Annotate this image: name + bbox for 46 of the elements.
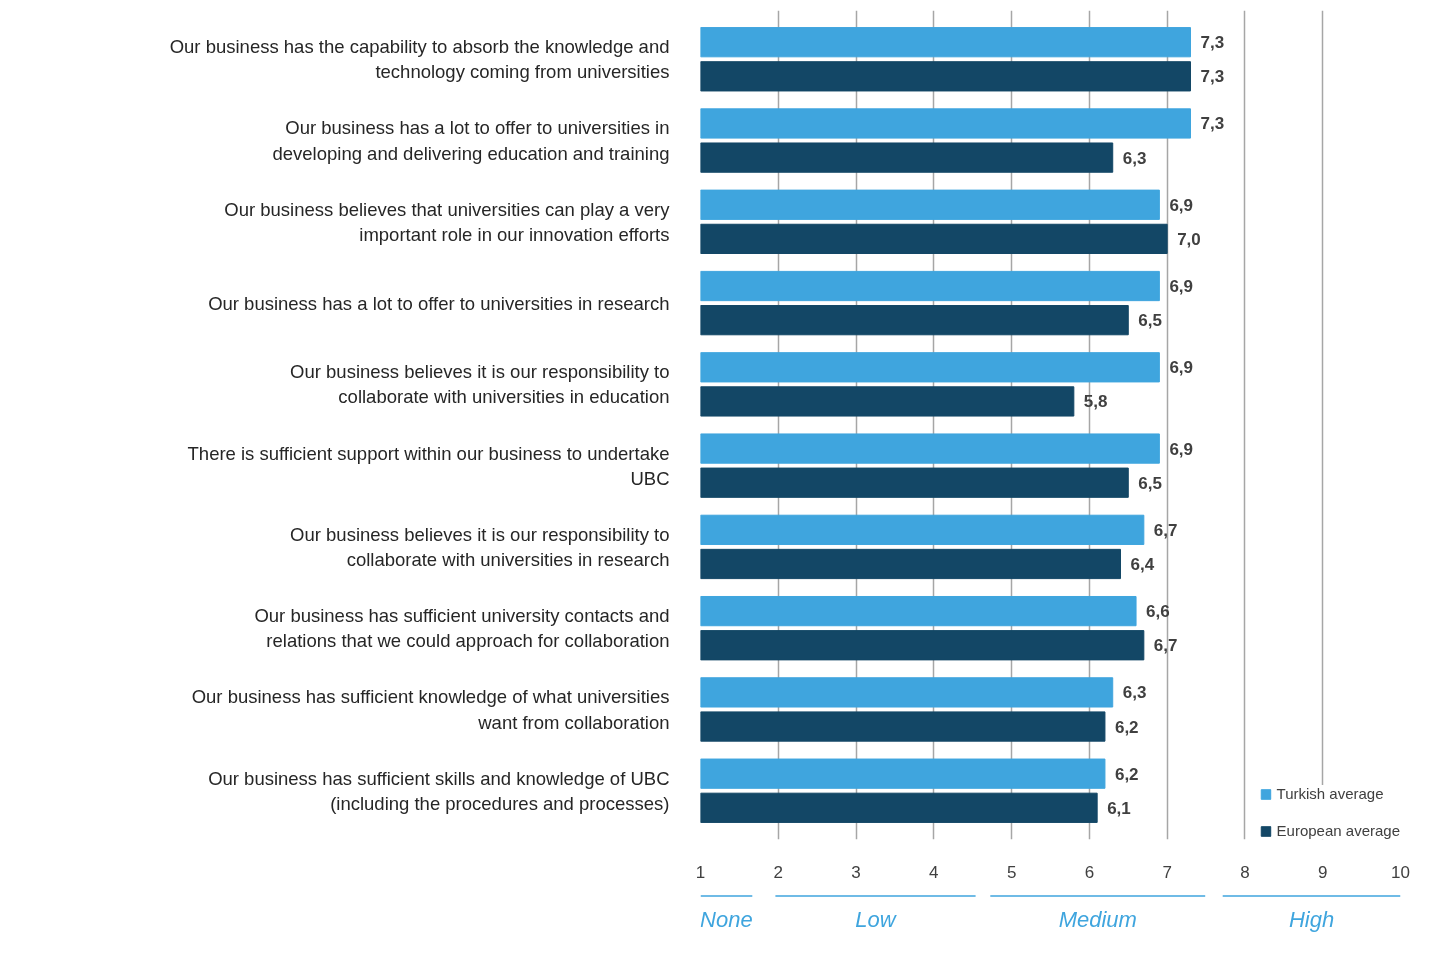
- data-label: 6,1: [1107, 798, 1131, 818]
- text: Low: [855, 906, 898, 932]
- data-label: 6,9: [1169, 358, 1194, 378]
- text: Medium: [1058, 906, 1137, 932]
- data-label: 7,3: [1200, 67, 1225, 87]
- y-tick-label: Our business has a lot to offer to universities in developing and delivering education and training: [272, 117, 670, 164]
- y-tick-label: Our business has sufficient knowledge of what universities want from collaboration: [191, 686, 670, 733]
- y-tick-label: There is sufficient support within our business to undertake UBC: [187, 442, 670, 489]
- x-tick-label: 4: [929, 862, 939, 882]
- y-tick-label: Our business believes it is our responsibility to collaborate with universities in research: [290, 523, 670, 571]
- y-tick-label: Our business has a lot to offer to universities in research: [208, 292, 670, 314]
- data-label: 7,3: [1200, 114, 1225, 134]
- x-tick-label: 8: [1240, 862, 1250, 882]
- x-tick-label: 1: [695, 862, 706, 882]
- data-label: 6,7: [1153, 636, 1178, 656]
- data-label: 7,0: [1177, 229, 1201, 249]
- data-label: 6,3: [1122, 683, 1147, 703]
- x-tick-label: 3: [851, 862, 861, 882]
- y-tick-label: Our business has sufficient skills and knowledge of UBC (including the procedures and processes): [208, 767, 670, 814]
- x-tick-label: 5: [1006, 862, 1017, 882]
- data-label: 5,8: [1083, 392, 1108, 412]
- x-tick-label: 2: [773, 862, 784, 882]
- x-tick-label: 6: [1084, 862, 1095, 882]
- data-label: 6,5: [1138, 311, 1162, 331]
- legend-label: European average: [1276, 822, 1400, 839]
- legend-label: Turkish average: [1276, 785, 1384, 802]
- y-tick-label: Our business believes that universities can play a very important role in our innovation efforts: [224, 198, 671, 245]
- text: None: [700, 906, 753, 932]
- data-label: 6,9: [1169, 195, 1194, 215]
- data-label: 6,9: [1169, 277, 1194, 297]
- data-label: 7,3: [1200, 33, 1225, 53]
- y-tick-label: Our business has the capability to absorb the knowledge and technology coming from universities: [169, 36, 670, 83]
- data-label: 6,9: [1169, 439, 1194, 459]
- x-tick-label: 10: [1391, 862, 1410, 882]
- y-tick-label: Our business believes it is our responsibility to collaborate with universities in education: [290, 361, 670, 408]
- text: High: [1288, 906, 1335, 932]
- data-label: 6,5: [1138, 473, 1162, 493]
- y-tick-label: Our business has sufficient university contacts and relations that we could approach for collaboration: [254, 605, 670, 652]
- x-tick-label: 9: [1317, 862, 1328, 882]
- data-label: 6,7: [1153, 520, 1178, 540]
- x-tick-label: 7: [1162, 862, 1172, 882]
- data-label: 6,4: [1130, 554, 1155, 574]
- data-label: 6,3: [1122, 148, 1147, 168]
- data-label: 6,2: [1114, 717, 1139, 737]
- data-label: 6,6: [1146, 602, 1170, 622]
- data-label: 6,2: [1114, 764, 1139, 784]
